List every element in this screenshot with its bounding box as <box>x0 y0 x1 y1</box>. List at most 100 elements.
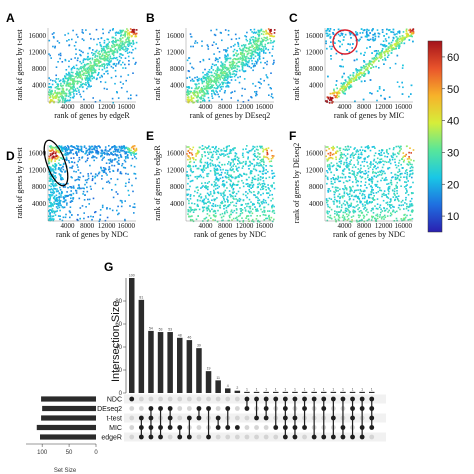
scatter-point <box>234 152 237 154</box>
scatter-point <box>204 87 207 90</box>
scatter-point <box>195 186 198 189</box>
scatter-point <box>134 35 136 38</box>
scatter-point <box>97 172 100 175</box>
scatter-point <box>390 46 392 48</box>
scatter-point <box>220 85 223 88</box>
scatter-point <box>338 160 341 163</box>
scatter-point <box>202 167 205 169</box>
scatter-point <box>104 45 106 48</box>
scatter-point <box>111 164 113 167</box>
scatter-point <box>107 153 110 155</box>
scatter-point <box>212 76 215 78</box>
y-axis-label: rank of genes by edgeR <box>153 145 162 221</box>
scatter-point <box>376 57 379 60</box>
scatter-point <box>261 186 263 188</box>
scatter-point <box>58 173 61 175</box>
scatter-point <box>395 44 397 47</box>
scatter-point <box>347 81 350 84</box>
scatter-point <box>388 96 391 98</box>
scatter-point <box>92 49 94 51</box>
scatter-point <box>217 150 220 153</box>
scatter-point <box>359 38 361 41</box>
scatter-point <box>227 205 230 208</box>
scatter-point <box>133 29 136 31</box>
scatter-point <box>223 183 226 186</box>
scatter-point <box>77 57 79 59</box>
scatter-point <box>189 158 191 161</box>
scatter-point <box>204 195 207 197</box>
scatter-point <box>239 162 241 165</box>
scatter-point <box>118 49 121 51</box>
scatter-point <box>213 170 216 173</box>
scatter-point <box>206 192 209 195</box>
scatter-point <box>112 29 114 31</box>
scatter-point <box>97 151 99 153</box>
scatter-point <box>360 167 362 170</box>
scatter-point <box>359 69 361 71</box>
scatter-point <box>101 204 104 207</box>
scatter-point <box>234 158 237 160</box>
scatter-point <box>206 75 208 77</box>
scatter-point <box>398 200 400 202</box>
scatter-point <box>100 152 102 154</box>
scatter-point <box>121 29 124 32</box>
scatter-point <box>189 160 192 163</box>
x-tick-label: 12000 <box>98 222 116 230</box>
scatter-point <box>106 174 108 176</box>
scatter-point <box>232 149 235 151</box>
scatter-point <box>214 212 217 215</box>
scatter-point <box>326 100 328 102</box>
scatter-point <box>213 189 215 192</box>
scatter-point <box>328 216 331 219</box>
scatter-point <box>208 69 211 71</box>
scatter-point <box>128 40 131 42</box>
scatter-point <box>216 167 219 170</box>
scatter-point <box>206 173 208 175</box>
scatter-point <box>360 151 363 154</box>
scatter-point <box>78 71 81 73</box>
scatter-point <box>268 33 270 36</box>
scatter-point <box>209 87 211 90</box>
scatter-point <box>203 80 205 83</box>
scatter-point <box>53 100 55 103</box>
scatter-point <box>214 174 216 176</box>
scatter-point <box>205 74 207 76</box>
scatter-point <box>86 68 89 71</box>
scatter-point <box>54 160 56 162</box>
scatter-point <box>93 38 95 41</box>
scatter-point <box>230 201 232 204</box>
scatter-point <box>132 190 134 193</box>
scatter-point <box>127 74 130 76</box>
scatter-point <box>213 185 215 188</box>
scatter-point <box>360 69 362 71</box>
scatter-point <box>374 57 377 60</box>
scatter-point <box>400 163 402 166</box>
scatter-point <box>66 191 68 193</box>
scatter-point <box>262 185 265 187</box>
scatter-point <box>197 95 199 98</box>
scatter-point <box>400 176 402 178</box>
scatter-point <box>75 75 78 78</box>
scatter-point <box>65 156 68 159</box>
scatter-point <box>196 80 199 82</box>
scatter-point <box>372 34 374 36</box>
scatter-point <box>76 80 79 83</box>
scatter-point <box>223 205 225 207</box>
scatter-point <box>331 153 334 156</box>
scatter-point <box>65 100 68 102</box>
y-tick-label: 4000 <box>170 82 185 90</box>
scatter-point <box>252 147 254 150</box>
scatter-point <box>128 181 130 184</box>
scatter-point <box>53 101 55 104</box>
scatter-point <box>115 34 117 36</box>
scatter-point <box>235 205 237 207</box>
scatter-point <box>54 175 56 177</box>
scatter-point <box>64 194 66 197</box>
scatter-point <box>222 85 224 88</box>
scatter-point <box>266 156 269 159</box>
scatter-point <box>248 60 250 62</box>
scatter-point <box>326 201 328 204</box>
scatter-point <box>247 183 249 185</box>
scatter-panel-C: 4000 8000 12000 16000400080001200016000rank… <box>289 11 415 120</box>
scatter-point <box>188 152 191 154</box>
